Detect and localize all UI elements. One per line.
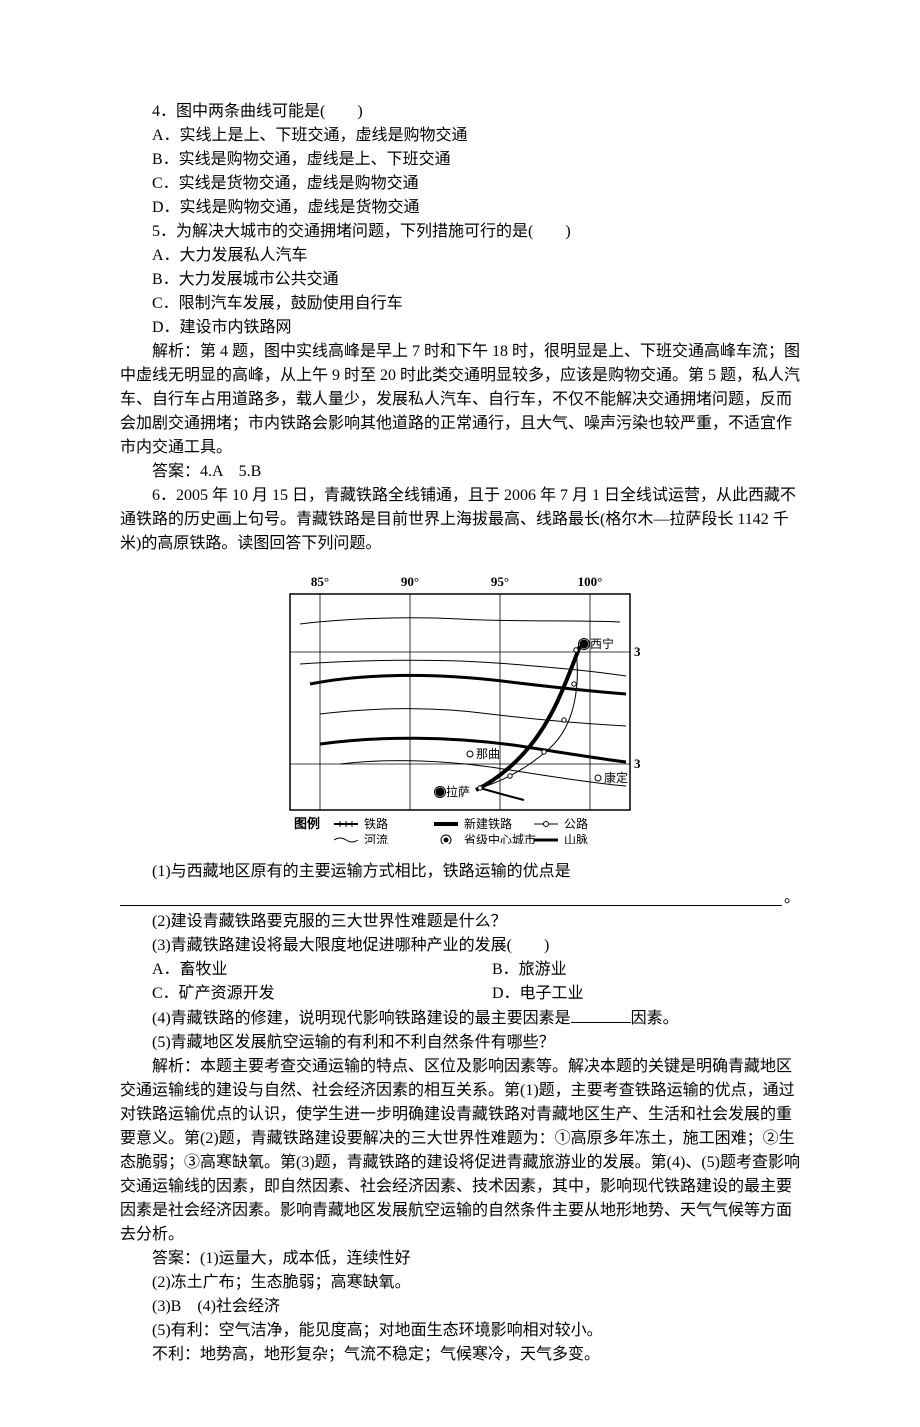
- svg-text:铁路: 铁路: [364, 816, 388, 831]
- q4-opt-c: C．实线是货物交通，虚线是购物交通: [120, 172, 800, 196]
- q6-sub4: (4)青藏铁路的修建，说明现代影响铁路建设的最主要因素是 因素。: [120, 1006, 800, 1031]
- answer-6-1: 答案：(1)运量大，成本低，连续性好: [120, 1247, 800, 1271]
- q6-sub1-blank: [120, 886, 782, 906]
- svg-text:河流: 河流: [364, 833, 388, 844]
- explain-4-5: 解析：第 4 题，图中实线高峰是早上 7 时和下午 18 时，很明显是上、下班交…: [120, 340, 800, 460]
- q6-sub3-opt-a: A．畜牧业: [120, 958, 460, 982]
- answer-6-5b: 不利：地势高，地形复杂；气流不稳定；气候寒冷，天气多变。: [120, 1343, 800, 1367]
- q6-sub1: (1)与西藏地区原有的主要运输方式相比，铁路运输的优点是: [120, 860, 800, 884]
- svg-text:那曲: 那曲: [476, 747, 500, 761]
- q5-opt-a: A．大力发展私人汽车: [120, 244, 800, 268]
- q6-sub2: (2)建设青藏铁路要克服的三大世界性难题是什么？: [120, 910, 800, 934]
- q6-sub3-opt-c: C．矿产资源开发: [120, 982, 460, 1006]
- q6-sub5: (5)青藏地区发展航空运输的有利和不利自然条件有哪些？: [120, 1031, 800, 1055]
- q6-sub4-b: 因素。: [631, 1010, 679, 1027]
- q4-opt-a: A．实线上是上、下班交通，虚线是购物交通: [120, 124, 800, 148]
- svg-text:30°: 30°: [634, 756, 640, 771]
- map-figure: 85° 90° 95° 100° 35° 30° 西宁那曲拉萨 康定图例 铁路 新建铁路 公路河流 省…: [120, 564, 800, 852]
- svg-text:90°: 90°: [401, 574, 419, 589]
- q4-opt-b: B．实线是购物交通，虚线是上、下班交通: [120, 148, 800, 172]
- q5-opt-b: B．大力发展城市公共交通: [120, 268, 800, 292]
- q6-sub1-tail: 。: [782, 886, 800, 910]
- answer-6-2: (2)冻土广布；生态脆弱；高寒缺氧。: [120, 1271, 800, 1295]
- svg-text:西宁: 西宁: [590, 636, 614, 651]
- answer-6-5a: (5)有利：空气洁净，能见度高；对地面生态环境影响相对较小。: [120, 1319, 800, 1343]
- svg-text:拉萨: 拉萨: [446, 784, 470, 799]
- svg-text:图例: 图例: [294, 816, 320, 831]
- q5-opt-d: D．建设市内铁路网: [120, 316, 800, 340]
- q6-intro: 6．2005 年 10 月 15 日，青藏铁路全线铺通，且于 2006 年 7 …: [120, 484, 800, 556]
- explain-6: 解析：本题主要考查交通运输的特点、区位及影响因素等。解决本题的关键是明确青藏地区…: [120, 1055, 800, 1247]
- q5-opt-c: C．限制汽车发展，鼓励使用自行车: [120, 292, 800, 316]
- q6-sub4-a: (4)青藏铁路的修建，说明现代影响铁路建设的最主要因素是: [152, 1010, 571, 1027]
- q6-sub3: (3)青藏铁路建设将最大限度地促进哪种产业的发展( ): [120, 934, 800, 958]
- svg-text:100°: 100°: [578, 574, 603, 589]
- q6-sub3-opt-d: D．电子工业: [460, 982, 800, 1006]
- q6-sub4-blank: [571, 1006, 631, 1023]
- svg-text:35°: 35°: [634, 644, 640, 659]
- q5-stem: 5．为解决大城市的交通拥堵问题，下列措施可行的是( ): [120, 220, 800, 244]
- svg-text:康定: 康定: [604, 770, 628, 785]
- answer-4-5: 答案：4.A 5.B: [120, 460, 800, 484]
- q4-stem: 4．图中两条曲线可能是( ): [120, 100, 800, 124]
- answer-6-3: (3)B (4)社会经济: [120, 1295, 800, 1319]
- svg-text:85°: 85°: [311, 574, 329, 589]
- map-svg: 85° 90° 95° 100° 35° 30° 西宁那曲拉萨 康定图例 铁路 新建铁路 公路河流 省…: [280, 564, 640, 844]
- svg-text:省级中心城市: 省级中心城市: [464, 832, 536, 844]
- q4-opt-d: D．实线是购物交通，虚线是货物交通: [120, 196, 800, 220]
- svg-text:公路: 公路: [564, 816, 588, 831]
- svg-text:新建铁路: 新建铁路: [464, 816, 512, 831]
- svg-text:95°: 95°: [491, 574, 509, 589]
- q6-sub3-opt-b: B．旅游业: [460, 958, 800, 982]
- svg-text:山脉: 山脉: [564, 832, 588, 844]
